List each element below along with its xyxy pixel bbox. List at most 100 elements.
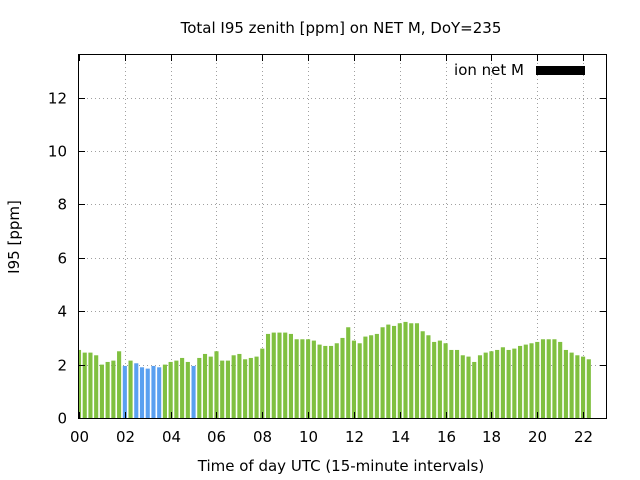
bar [351, 340, 357, 418]
bars-layer [79, 321, 591, 418]
bar [162, 364, 167, 418]
bar [111, 360, 116, 418]
y-tick-label: 10 [48, 143, 67, 161]
bar [265, 333, 271, 418]
bar [386, 324, 391, 418]
bar [540, 339, 546, 418]
legend-swatch [536, 66, 585, 75]
bar [243, 359, 248, 418]
bar [414, 323, 420, 418]
bar [139, 367, 145, 418]
bar [443, 343, 448, 418]
bar [529, 343, 534, 418]
bar [271, 332, 276, 418]
bar [105, 361, 110, 418]
bar [523, 344, 528, 418]
bar [535, 341, 540, 418]
x-tick-label: 08 [253, 428, 272, 446]
bar [311, 340, 316, 418]
bar [466, 356, 471, 418]
bar [374, 333, 379, 418]
bar [288, 333, 293, 418]
bar [168, 361, 173, 418]
x-tick-label: 20 [528, 428, 547, 446]
chart-title: Total I95 zenith [ppm] on NET M, DoY=235 [180, 19, 502, 37]
y-tick-label: 4 [57, 303, 67, 321]
bar [317, 344, 322, 418]
bar [88, 352, 93, 418]
bar [191, 365, 196, 418]
bar [323, 345, 328, 418]
x-tick-label: 02 [116, 428, 135, 446]
grid-layer [79, 55, 606, 418]
bar [277, 332, 282, 418]
bar [220, 360, 225, 418]
bar [575, 355, 580, 418]
bar [512, 348, 517, 418]
bar [225, 360, 230, 418]
bar [237, 353, 242, 418]
ticks-layer [79, 55, 606, 419]
bar [449, 349, 454, 418]
x-tick-label: 18 [482, 428, 501, 446]
bar [122, 365, 127, 418]
bar [134, 363, 139, 418]
bar [202, 353, 208, 418]
bar [581, 356, 586, 418]
bar [340, 337, 345, 418]
bar [254, 356, 259, 418]
bar [157, 367, 162, 418]
bar [260, 348, 265, 418]
legend-label: ion net M [454, 61, 524, 79]
x-tick-label: 22 [574, 428, 593, 446]
bar [79, 349, 82, 418]
x-tick-label: 06 [207, 428, 226, 446]
bar [477, 355, 483, 418]
bar [586, 359, 591, 418]
bar [231, 355, 236, 418]
legend: ion net M [454, 61, 585, 79]
y-tick-label: 8 [57, 196, 67, 214]
bar [437, 340, 442, 418]
bar [489, 351, 494, 418]
bar [346, 327, 351, 418]
bar [426, 335, 431, 418]
bar [283, 332, 288, 418]
y-tick-label: 2 [57, 357, 67, 375]
bar [483, 352, 488, 418]
y-tick-label: 12 [48, 90, 67, 108]
bar [432, 341, 437, 418]
bar [328, 345, 334, 418]
bar [145, 368, 150, 418]
bar [300, 339, 305, 418]
bar [558, 341, 563, 418]
bar [208, 356, 213, 418]
bar [357, 343, 362, 418]
bar [151, 365, 156, 418]
bar [460, 355, 465, 418]
bar [185, 361, 190, 418]
bar [506, 349, 511, 418]
x-axis-label: Time of day UTC (15-minute intervals) [197, 457, 484, 475]
bar [546, 339, 551, 418]
x-tick-label: 12 [345, 428, 364, 446]
x-tick-label: 10 [299, 428, 318, 446]
bar [420, 331, 425, 418]
bar [380, 327, 385, 418]
bar [552, 339, 557, 418]
bar [180, 357, 185, 418]
bar [495, 349, 500, 418]
bar [455, 349, 460, 418]
bar [518, 345, 523, 418]
bar [563, 349, 568, 418]
y-axis-label: I95 [ppm] [5, 200, 23, 274]
bar [569, 352, 574, 418]
y-tick-label: 0 [57, 410, 67, 428]
bar [500, 347, 505, 418]
bar [306, 339, 311, 418]
bar [472, 361, 477, 418]
bar [82, 352, 87, 418]
bar [334, 343, 339, 418]
